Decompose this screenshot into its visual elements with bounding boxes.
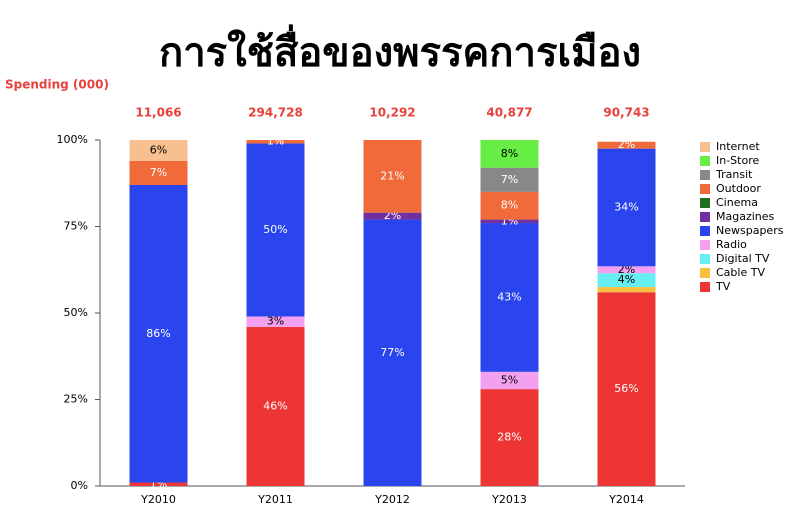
- legend-swatch: [700, 226, 710, 236]
- x-tick-label: Y2010: [140, 493, 176, 506]
- bar-segment: [597, 292, 656, 486]
- x-tick-label: Y2011: [257, 493, 293, 506]
- x-tick-label: Y2014: [608, 493, 644, 506]
- value-label: 8%: [501, 199, 518, 212]
- total-label: 90,743: [603, 106, 649, 120]
- total-label: 11,066: [135, 106, 181, 120]
- value-label: 1%: [267, 135, 284, 148]
- legend-label: Outdoor: [716, 182, 761, 195]
- value-label: 7%: [150, 166, 167, 179]
- bar-segment: [597, 148, 656, 267]
- legend-label: Cable TV: [716, 266, 765, 279]
- value-label: 50%: [263, 223, 287, 236]
- y-tick-label: 50%: [64, 306, 88, 319]
- value-label: 34%: [614, 200, 638, 213]
- bar-segment: [246, 140, 305, 144]
- y-tick-label: 0%: [71, 479, 88, 492]
- value-label: 6%: [150, 143, 167, 156]
- chart-title: การใช้สื่อของพรรคการเมือง: [159, 24, 641, 76]
- total-label: 294,728: [248, 106, 303, 120]
- bar-segment: [363, 219, 422, 486]
- legend-swatch: [700, 142, 710, 152]
- bar-segment: [129, 160, 188, 185]
- x-tick-label: Y2012: [374, 493, 410, 506]
- bar-segment: [597, 141, 656, 149]
- bar-segment: [480, 140, 539, 168]
- bar-segment: [597, 266, 656, 274]
- bar-segment: [246, 143, 305, 317]
- total-label: 10,292: [369, 106, 415, 120]
- bar-segment: [129, 184, 188, 483]
- legend-label: Newspapers: [716, 224, 784, 237]
- legend-label: Radio: [716, 238, 747, 251]
- value-label: 56%: [614, 382, 638, 395]
- bar-segment: [480, 223, 539, 372]
- value-label: 8%: [501, 147, 518, 160]
- y-tick-label: 100%: [57, 133, 88, 146]
- legend-label: Transit: [715, 168, 753, 181]
- bar-segment: [480, 191, 539, 220]
- legend-swatch: [700, 254, 710, 264]
- value-label: 5%: [501, 373, 518, 386]
- legend-swatch: [700, 156, 710, 166]
- value-label: 21%: [380, 169, 404, 182]
- legend-label: TV: [715, 280, 731, 293]
- legend-label: In-Store: [716, 154, 759, 167]
- value-label: 46%: [263, 399, 287, 412]
- bar-segment: [480, 389, 539, 486]
- legend-label: Magazines: [716, 210, 775, 223]
- value-label: 28%: [497, 431, 521, 444]
- value-label: 4%: [618, 273, 635, 286]
- bar-segment: [129, 140, 188, 161]
- bar-segment: [597, 287, 656, 293]
- value-label: 3%: [267, 315, 284, 328]
- value-label: 43%: [497, 290, 521, 303]
- total-label: 40,877: [486, 106, 532, 120]
- value-label: 7%: [501, 173, 518, 186]
- legend-label: Cinema: [716, 196, 758, 209]
- x-tick-label: Y2013: [491, 493, 527, 506]
- legend-swatch: [700, 282, 710, 292]
- bar-segment: [363, 140, 422, 213]
- value-label: 2%: [618, 138, 635, 151]
- totals-label: Spending (000): [5, 78, 109, 92]
- bar-segment: [246, 326, 305, 486]
- legend-swatch: [700, 198, 710, 208]
- bar-segment: [480, 219, 539, 224]
- legend-swatch: [700, 212, 710, 222]
- legend-swatch: [700, 170, 710, 180]
- legend-swatch: [700, 240, 710, 250]
- bar-segment: [480, 167, 539, 192]
- value-label: 77%: [380, 346, 404, 359]
- legend-swatch: [700, 184, 710, 194]
- bar-segment: [246, 316, 305, 327]
- y-tick-label: 75%: [64, 220, 88, 233]
- bar-segment: [480, 371, 539, 390]
- y-tick-label: 25%: [64, 393, 88, 406]
- bar-segment: [129, 482, 188, 486]
- value-label: 86%: [146, 327, 170, 340]
- bar-segment: [363, 212, 422, 220]
- legend-label: Digital TV: [716, 252, 770, 265]
- legend-label: Internet: [716, 140, 760, 153]
- legend-swatch: [700, 268, 710, 278]
- bar-segment: [597, 273, 656, 288]
